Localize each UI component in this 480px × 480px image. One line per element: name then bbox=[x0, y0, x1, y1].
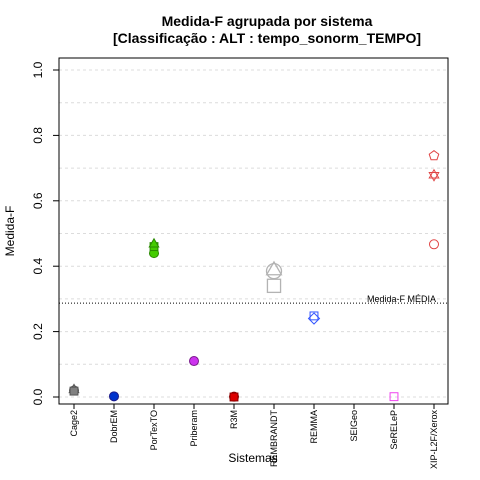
data-points bbox=[68, 150, 440, 402]
data-point bbox=[266, 278, 282, 294]
data-point bbox=[265, 262, 283, 280]
x-tick-label: XIP-L2F/Xerox bbox=[429, 410, 439, 470]
data-point bbox=[429, 239, 439, 250]
data-point bbox=[309, 311, 319, 321]
plot-frame bbox=[58, 57, 449, 405]
y-tick-label: 0.4 bbox=[31, 258, 45, 275]
x-axis: Cage2 DobrEM PorTexTO Priberam R3M REMBRANDT R… bbox=[69, 404, 439, 469]
y-axis: 0.0 0.2 0.4 0.6 0.8 1.0 bbox=[31, 61, 59, 405]
data-point bbox=[428, 150, 440, 161]
chart-subtitle: [Classificação : ALT : tempo_sonorm_TEMP… bbox=[113, 30, 421, 46]
x-tick-label: Priberam bbox=[189, 410, 199, 447]
chart-title: Medida-F agrupada por sistema bbox=[162, 13, 373, 29]
data-point bbox=[428, 168, 440, 182]
data-point bbox=[109, 391, 119, 402]
y-axis-label: Medida-F bbox=[3, 206, 17, 257]
x-tick-label: REMMA bbox=[309, 410, 319, 444]
y-tick-label: 0.0 bbox=[31, 388, 45, 405]
y-tick-label: 0.6 bbox=[31, 192, 45, 209]
data-point bbox=[389, 392, 399, 402]
x-tick-label: R3M bbox=[229, 410, 239, 429]
data-point bbox=[189, 356, 199, 367]
y-tick-label: 0.2 bbox=[31, 323, 45, 340]
data-point bbox=[265, 260, 283, 276]
x-tick-label: SEIGeo bbox=[349, 410, 359, 442]
mean-reference-label: Medida-F MÉDIA bbox=[367, 294, 436, 304]
x-axis-label: Sistemas bbox=[228, 451, 277, 465]
data-point-part bbox=[428, 168, 440, 179]
x-tick-label: PorTexTO bbox=[149, 410, 159, 450]
y-tick-label: 0.8 bbox=[31, 127, 45, 144]
x-tick-label: REMBRANDT bbox=[269, 410, 279, 468]
x-tick-label: DobrEM bbox=[109, 410, 119, 443]
grid-lines bbox=[59, 69, 448, 398]
data-point-part bbox=[428, 172, 440, 182]
data-point bbox=[229, 392, 239, 402]
data-point bbox=[69, 386, 79, 396]
y-tick-label: 1.0 bbox=[31, 61, 45, 78]
data-point bbox=[148, 237, 160, 248]
x-tick-label: Cage2 bbox=[69, 410, 79, 437]
reference-line-group: Medida-F MÉDIA bbox=[59, 294, 448, 304]
x-tick-label: SeRELeP bbox=[389, 410, 399, 450]
